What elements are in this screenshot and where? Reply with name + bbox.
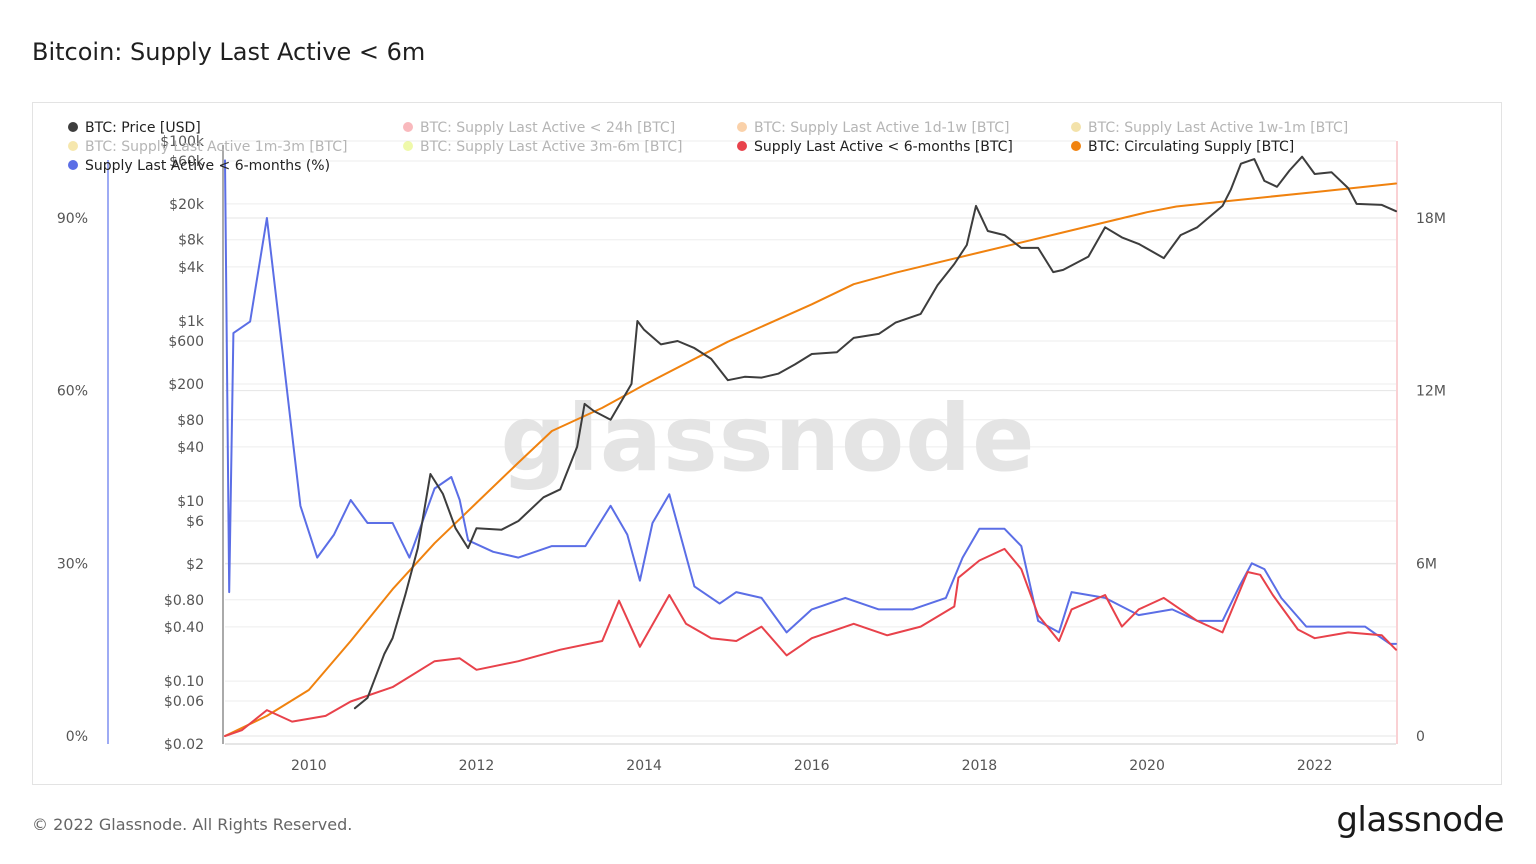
price-tick-label: $0.10 <box>164 674 204 690</box>
glassnode-logo: glassnode <box>1336 800 1504 840</box>
price-tick-label: $10 <box>177 494 204 510</box>
price-tick-label: $80 <box>177 413 204 429</box>
x-tick-label: 2018 <box>962 758 998 774</box>
legend-marker <box>403 122 413 132</box>
x-tick-label: 2010 <box>291 758 327 774</box>
price-tick-label: $0.40 <box>164 620 204 636</box>
x-tick-label: 2022 <box>1297 758 1333 774</box>
legend-marker <box>403 141 413 151</box>
pct-tick-label: 0% <box>66 729 88 745</box>
axes: 0%30%60%90%$100k$60k$20k$8k$4k$1k$600$20… <box>57 134 1446 774</box>
legend-label: Supply Last Active < 6-months (%) <box>85 158 330 174</box>
legend-label: BTC: Supply Last Active 3m-6m [BTC] <box>420 139 682 155</box>
price-tick-label: $60k <box>169 154 205 170</box>
series-line <box>224 159 1397 645</box>
pct-tick-label: 30% <box>57 556 88 572</box>
page-title: Bitcoin: Supply Last Active < 6m <box>32 38 426 66</box>
legend-marker <box>68 122 78 132</box>
legend: BTC: Price [USD] BTC: Supply Last Active … <box>68 120 1348 174</box>
legend-marker <box>737 141 747 151</box>
legend-marker <box>68 160 78 170</box>
price-tick-label: $600 <box>168 334 204 350</box>
supply-tick-label: 12M <box>1416 384 1446 400</box>
legend-marker <box>1071 141 1081 151</box>
price-tick-label: $4k <box>178 260 205 276</box>
series-line <box>224 547 1397 737</box>
legend-label: BTC: Supply Last Active 1d-1w [BTC] <box>754 120 1010 136</box>
price-tick-label: $0.06 <box>164 694 204 710</box>
price-tick-label: $0.02 <box>164 737 204 753</box>
legend-label: BTC: Circulating Supply [BTC] <box>1088 139 1294 155</box>
legend-label: BTC: Supply Last Active 1m-3m [BTC] <box>85 139 347 155</box>
legend-label: BTC: Supply Last Active 1w-1m [BTC] <box>1088 120 1348 136</box>
price-tick-label: $8k <box>178 233 205 249</box>
supply-tick-label: 18M <box>1416 211 1446 227</box>
x-tick-label: 2016 <box>794 758 830 774</box>
price-tick-label: $200 <box>168 377 204 393</box>
supply-tick-label: 0 <box>1416 729 1425 745</box>
series-line <box>353 155 1397 710</box>
x-tick-label: 2014 <box>626 758 662 774</box>
chart-panel <box>32 102 1502 785</box>
price-tick-label: $0.80 <box>164 593 204 609</box>
legend-marker <box>737 122 747 132</box>
price-tick-label: $20k <box>169 197 205 213</box>
legend-marker <box>1071 122 1081 132</box>
legend-marker <box>68 141 78 151</box>
legend-label: BTC: Supply Last Active < 24h [BTC] <box>420 120 675 136</box>
price-tick-label: $100k <box>160 134 205 150</box>
price-tick-label: $2 <box>186 557 204 573</box>
supply-tick-label: 6M <box>1416 556 1437 572</box>
legend-label: Supply Last Active < 6-months [BTC] <box>754 139 1013 155</box>
price-tick-label: $1k <box>178 314 205 330</box>
x-tick-label: 2012 <box>459 758 495 774</box>
price-tick-label: $40 <box>177 440 204 456</box>
price-tick-label: $6 <box>186 514 204 530</box>
pct-tick-label: 90% <box>57 211 88 227</box>
pct-tick-label: 60% <box>57 384 88 400</box>
series-line <box>224 182 1397 737</box>
watermark: glassnode <box>501 385 1036 492</box>
legend-label: BTC: Price [USD] <box>85 120 201 136</box>
series-lines <box>224 155 1397 737</box>
copyright-footer: © 2022 Glassnode. All Rights Reserved. <box>32 815 353 834</box>
x-tick-label: 2020 <box>1129 758 1165 774</box>
